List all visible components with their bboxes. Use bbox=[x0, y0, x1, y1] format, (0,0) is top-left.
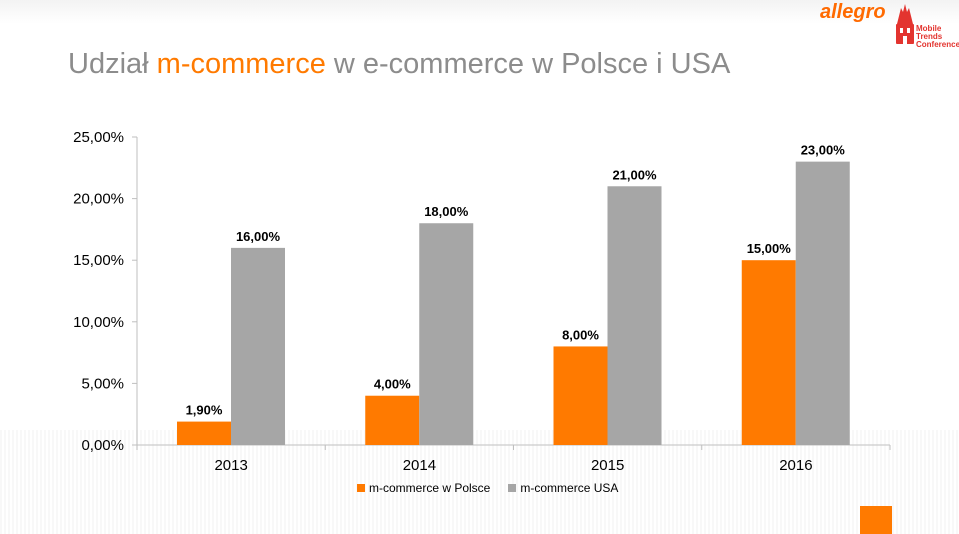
title-text-end: w e-commerce w Polsce i USA bbox=[325, 48, 731, 80]
y-tick-label: 10,00% bbox=[73, 314, 124, 331]
corner-accent-square bbox=[860, 506, 892, 534]
mobile-trends-conference-logo bbox=[896, 4, 914, 44]
legend-item-usa: m-commerce USA bbox=[508, 481, 618, 495]
legend-item-polska: m-commerce w Polsce bbox=[357, 481, 490, 495]
y-tick-label: 20,00% bbox=[73, 191, 124, 208]
bar-usa bbox=[607, 186, 662, 445]
legend-swatch-polska bbox=[357, 484, 365, 492]
bar-polska bbox=[365, 395, 420, 445]
data-label: 23,00% bbox=[801, 143, 846, 158]
data-label: 16,00% bbox=[236, 229, 281, 244]
bar-usa bbox=[231, 247, 285, 445]
legend-swatch-usa bbox=[508, 484, 517, 492]
background-pattern bbox=[0, 430, 959, 534]
allegro-logo: allegro bbox=[820, 1, 886, 23]
title-accent-text: m-commerce bbox=[156, 48, 326, 80]
bar-usa bbox=[795, 161, 850, 445]
bar-polska bbox=[741, 260, 796, 445]
y-tick-label: 5,00% bbox=[81, 375, 124, 392]
data-label: 21,00% bbox=[612, 167, 657, 182]
data-label: 8,00% bbox=[562, 327, 599, 342]
x-tick-label: 2014 bbox=[403, 457, 436, 474]
bar-polska bbox=[553, 346, 608, 445]
y-tick-label: 0,00% bbox=[81, 437, 124, 454]
y-tick-label: 15,00% bbox=[73, 252, 124, 269]
bar-polska bbox=[177, 421, 231, 445]
x-tick-label: 2016 bbox=[779, 457, 812, 474]
page-title: Udział m-commerce w e-commerce w Polsce … bbox=[68, 48, 730, 81]
y-tick-label: 25,00% bbox=[73, 129, 124, 146]
conf-line-3: Conference bbox=[916, 40, 959, 49]
conf-line-2: Trends bbox=[916, 32, 943, 41]
x-tick-label: 2013 bbox=[214, 457, 247, 474]
title-text-start: Udział bbox=[68, 48, 157, 80]
x-tick-label: 2015 bbox=[591, 457, 624, 474]
top-bar bbox=[0, 0, 959, 24]
data-label: 1,90% bbox=[186, 403, 223, 418]
conference-logo-text: Mobile Trends Conference bbox=[916, 25, 959, 49]
bar-usa bbox=[419, 223, 474, 445]
data-label: 4,00% bbox=[374, 377, 411, 392]
legend-label-polska: m-commerce w Polsce bbox=[369, 481, 491, 495]
conf-line-1: Mobile bbox=[916, 24, 942, 33]
data-label: 15,00% bbox=[747, 241, 792, 256]
legend-label-usa: m-commerce USA bbox=[520, 481, 619, 495]
chart-legend: m-commerce w Polsce m-commerce USA bbox=[357, 481, 636, 495]
data-label: 18,00% bbox=[424, 204, 469, 219]
